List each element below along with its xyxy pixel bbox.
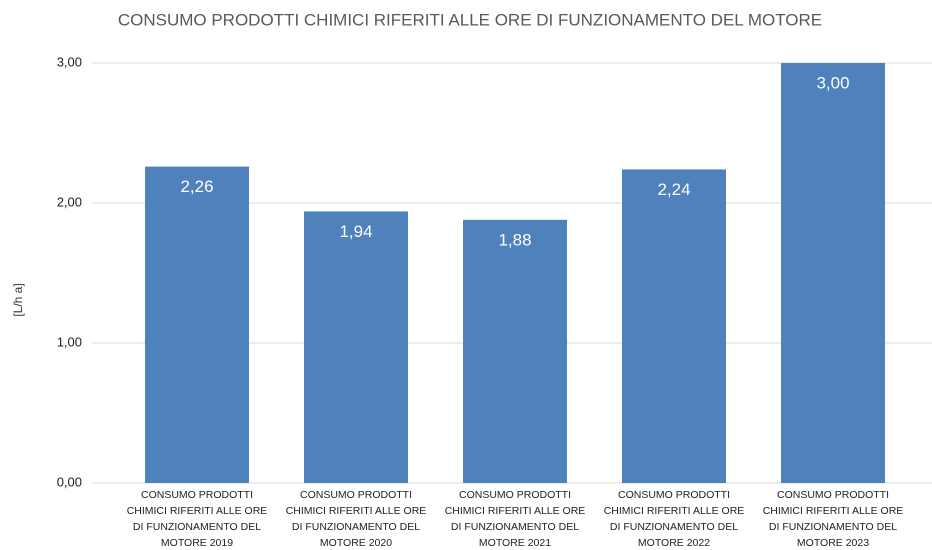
x-tick-label: CONSUMO PRODOTTI CHIMICI RIFERITI ALLE O…: [126, 489, 268, 549]
y-tick-label: 1,00: [57, 334, 82, 349]
y-tick-label: 2,00: [57, 194, 82, 209]
x-tick-label: CONSUMO PRODOTTI CHIMICI RIFERITI ALLE O…: [444, 489, 586, 549]
bar: [145, 166, 249, 483]
bar: [463, 219, 567, 484]
chart-title: CONSUMO PRODOTTI CHIMICI RIFERITI ALLE O…: [118, 10, 822, 29]
y-tick-label: 0,00: [57, 474, 82, 489]
x-tick-label: CONSUMO PRODOTTI CHIMICI RIFERITI ALLE O…: [603, 489, 745, 549]
value-label: 2,26: [180, 177, 213, 196]
value-label: 1,88: [498, 230, 531, 249]
value-label: 1,94: [339, 222, 372, 241]
value-label: 2,24: [657, 180, 690, 199]
y-axis-label: [L/h a]: [11, 283, 25, 316]
value-label: 3,00: [816, 73, 849, 92]
x-tick-label: CONSUMO PRODOTTI CHIMICI RIFERITI ALLE O…: [762, 489, 904, 549]
bar: [781, 63, 885, 483]
bar: [304, 211, 408, 483]
y-tick-label: 3,00: [57, 54, 82, 69]
x-tick-label: CONSUMO PRODOTTI CHIMICI RIFERITI ALLE O…: [285, 489, 427, 549]
bar: [622, 169, 726, 483]
